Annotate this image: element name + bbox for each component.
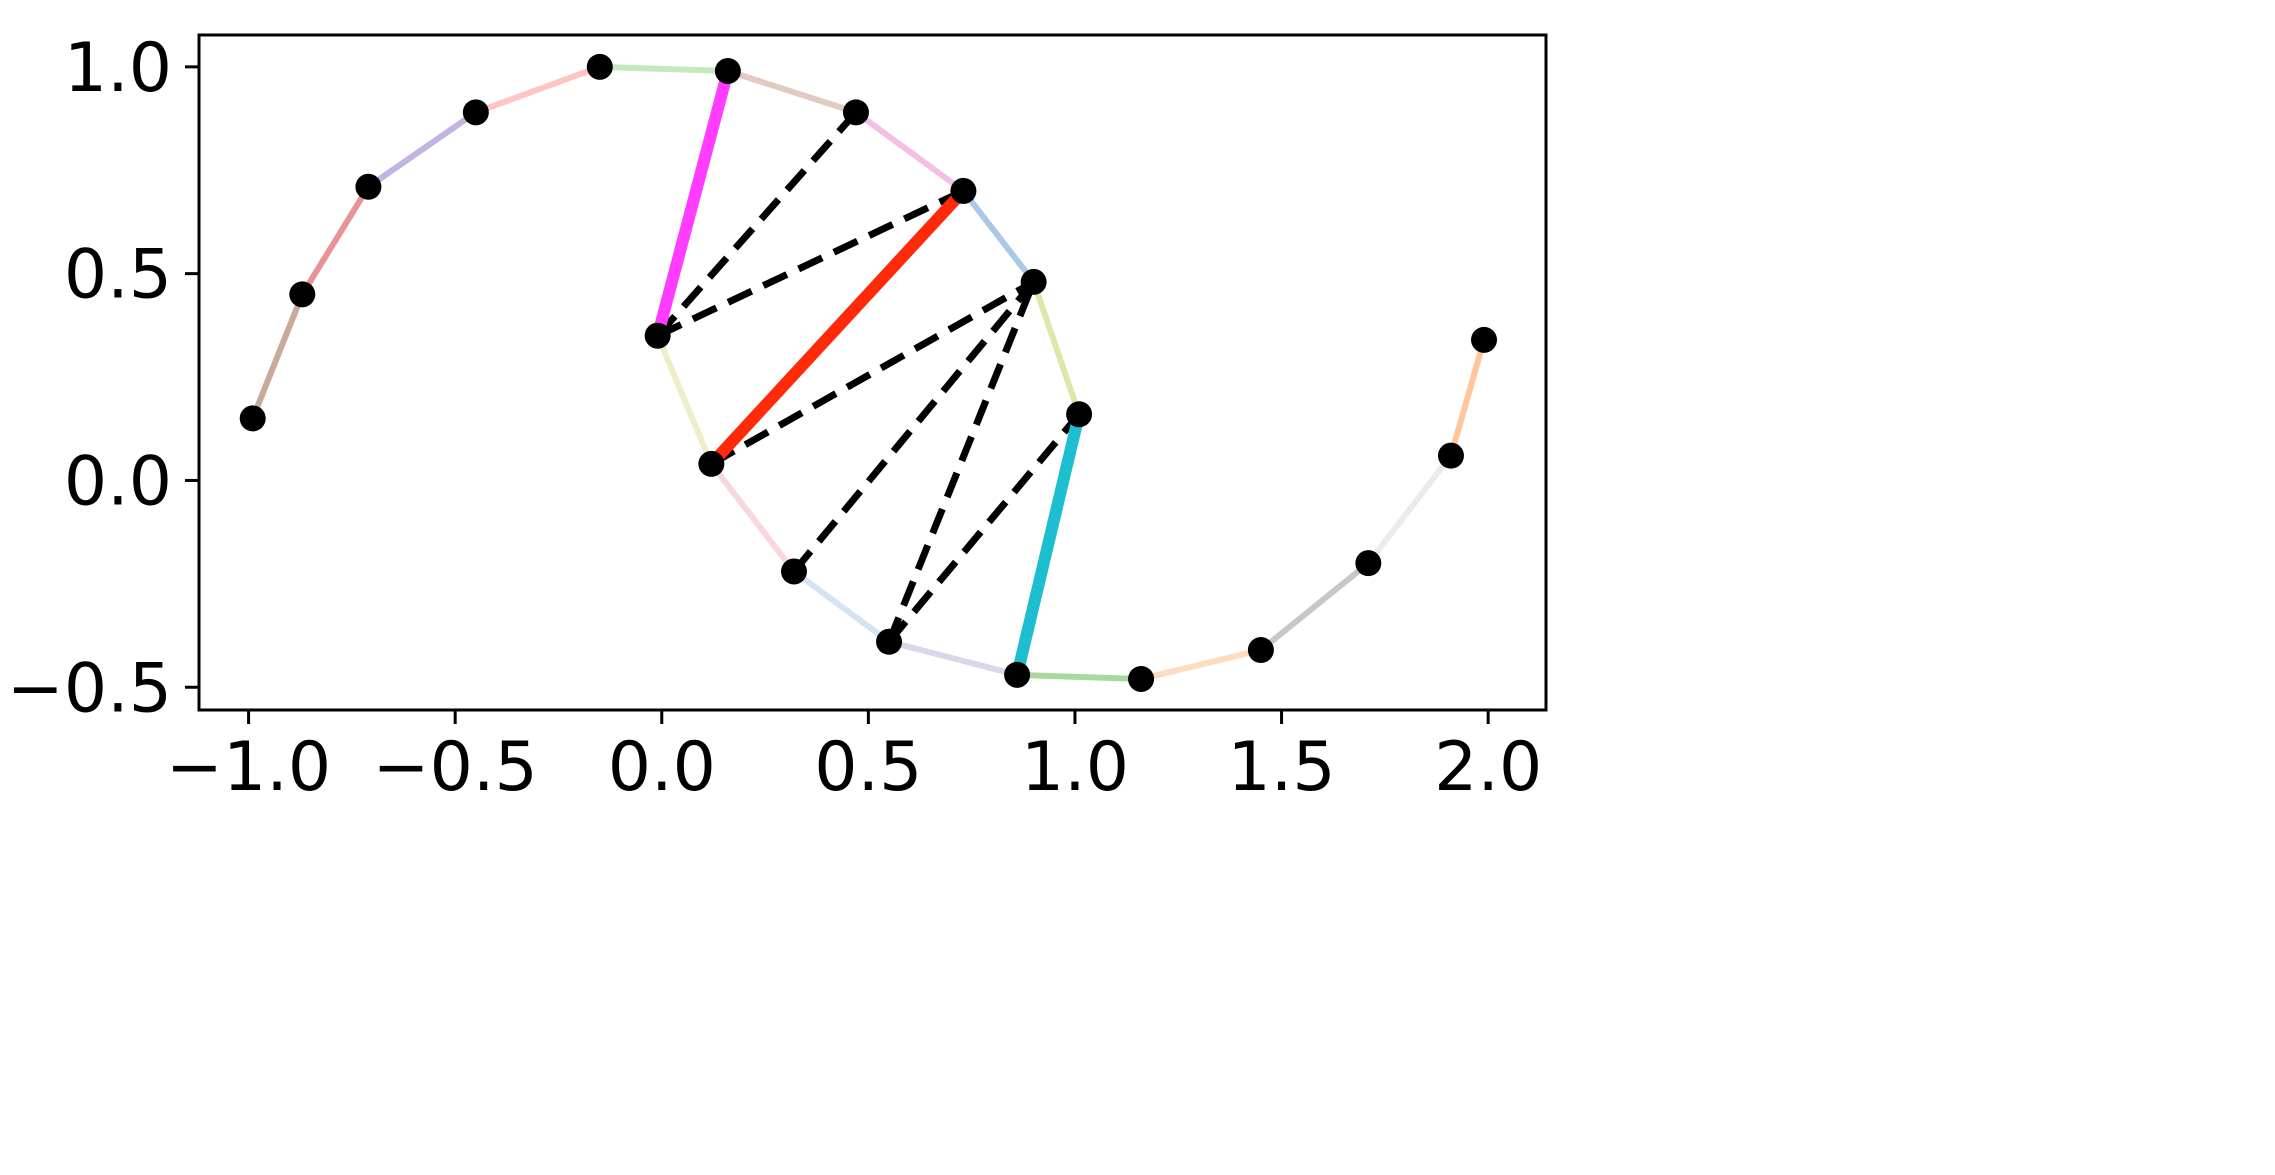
path-segment-0 [249, 291, 306, 422]
highlight-segment-0 [651, 69, 734, 338]
path-segment-7 [960, 187, 1037, 285]
data-point-2 [355, 173, 382, 200]
dashed-segment-0 [655, 110, 859, 339]
data-point-12 [780, 558, 807, 585]
data-point-11 [698, 450, 725, 477]
y-tick-label-3: 1.0 [64, 29, 172, 108]
path-segment-14 [1138, 647, 1264, 682]
data-point-1 [289, 281, 316, 308]
x-tick-label-2: 0.0 [608, 728, 716, 807]
data-point-19 [1471, 326, 1498, 353]
path-segment-8 [1030, 278, 1083, 418]
data-points [239, 53, 1498, 692]
path-segment-9 [654, 332, 715, 467]
dashed-lines [655, 110, 1082, 644]
dashed-segment-2 [709, 278, 1036, 467]
y-tick-label-0: −0.5 [7, 649, 172, 728]
path-segment-15 [1257, 560, 1372, 654]
x-tick-label-0: −1.0 [166, 728, 331, 807]
path-segment-10 [708, 460, 797, 575]
data-point-15 [1128, 665, 1155, 692]
data-point-9 [1066, 401, 1093, 428]
x-tick-label-5: 1.5 [1227, 728, 1335, 807]
data-point-10 [644, 322, 671, 349]
highlight-segment-1 [706, 186, 968, 468]
path-segment-5 [724, 67, 859, 116]
data-point-18 [1437, 442, 1464, 469]
data-point-5 [714, 57, 741, 84]
data-point-0 [239, 405, 266, 432]
x-tick-label-6: 2.0 [1434, 728, 1542, 807]
data-point-17 [1355, 550, 1382, 577]
y-axis-ticks: −0.5 0.0 0.5 1.0 [7, 29, 199, 728]
data-point-6 [842, 99, 869, 126]
path-segment-17 [1447, 336, 1488, 459]
plot-frame [197, 33, 1548, 712]
x-tick-label-4: 1.0 [1021, 728, 1129, 807]
path-segment-11 [790, 568, 893, 645]
highlight-lines [651, 69, 1085, 677]
data-point-8 [1020, 268, 1047, 295]
data-point-13 [876, 628, 903, 655]
path-segment-6 [852, 109, 967, 194]
x-axis-ticks: −1.0 −0.5 0.0 0.5 1.0 1.5 2.0 [166, 710, 1542, 807]
data-point-7 [950, 177, 977, 204]
path-segment-2 [365, 109, 479, 190]
data-point-4 [586, 53, 613, 80]
x-tick-label-1: −0.5 [373, 728, 538, 807]
path-lines [249, 63, 1488, 682]
path-segment-13 [1014, 671, 1145, 682]
path-segment-3 [472, 63, 603, 116]
y-tick-label-2: 0.5 [64, 236, 172, 315]
highlight-segment-2 [1011, 412, 1085, 677]
path-segment-16 [1365, 452, 1454, 567]
x-tick-label-3: 0.5 [814, 728, 922, 807]
data-point-14 [1004, 661, 1031, 688]
dashed-segment-1 [656, 187, 965, 339]
path-segment-12 [886, 638, 1021, 678]
data-point-16 [1247, 637, 1274, 664]
dashed-segment-5 [886, 412, 1082, 644]
path-segment-1 [299, 183, 372, 298]
y-tick-label-1: 0.0 [64, 442, 172, 521]
dashed-segment-4 [885, 280, 1037, 644]
path-segment-4 [596, 63, 731, 74]
data-point-3 [462, 99, 489, 126]
dashed-segment-3 [791, 279, 1037, 574]
